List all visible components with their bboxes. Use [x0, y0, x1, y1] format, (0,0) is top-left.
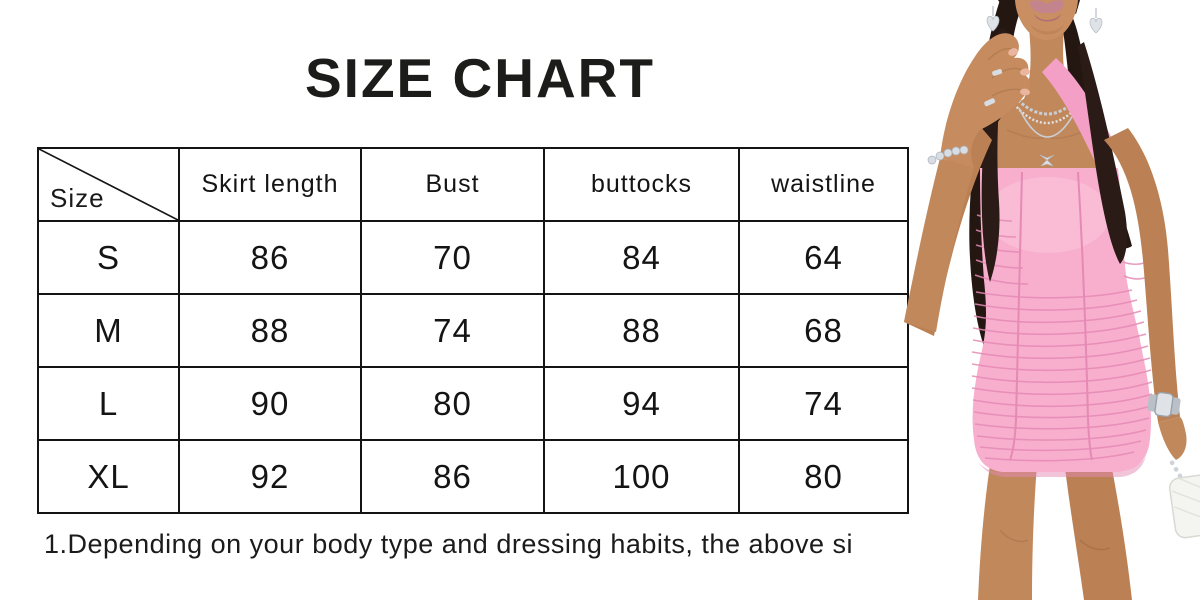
- cell-value: 86: [360, 439, 545, 514]
- product-model-photo: [880, 0, 1200, 600]
- size-label: XL: [37, 439, 180, 514]
- size-label: L: [37, 366, 180, 441]
- diagonal-line: [39, 149, 178, 220]
- cell-value: 100: [543, 439, 740, 514]
- cell-value: 68: [738, 293, 909, 368]
- cell-value: 80: [738, 439, 909, 514]
- cell-value: 74: [360, 293, 545, 368]
- size-label: M: [37, 293, 180, 368]
- cell-value: 90: [178, 366, 362, 441]
- size-label: S: [37, 220, 180, 295]
- cell-value: 74: [738, 366, 909, 441]
- cell-value: 88: [178, 293, 362, 368]
- cell-value: 94: [543, 366, 740, 441]
- header-skirt-length: Skirt length: [178, 147, 362, 222]
- header-buttocks: buttocks: [543, 147, 740, 222]
- cell-value: 80: [360, 366, 545, 441]
- cell-value: 84: [543, 220, 740, 295]
- corner-cell: Size: [37, 147, 180, 222]
- model-illustration: [904, 0, 1200, 600]
- cell-value: 88: [543, 293, 740, 368]
- size-chart-table: Size Skirt length Bust buttocks waistlin…: [37, 147, 909, 514]
- corner-label: Size: [50, 183, 105, 213]
- page-title: SIZE CHART: [305, 47, 655, 109]
- table-row-s: S 86 70 84 64: [37, 220, 909, 295]
- cell-value: 70: [360, 220, 545, 295]
- header-row: Size Skirt length Bust buttocks waistlin…: [37, 147, 909, 222]
- table-row-l: L 90 80 94 74: [37, 366, 909, 441]
- header-waistline: waistline: [738, 147, 909, 222]
- sizing-note: 1.Depending on your body type and dressi…: [44, 529, 854, 559]
- cell-value: 92: [178, 439, 362, 514]
- table-row-xl: XL 92 86 100 80: [37, 439, 909, 514]
- header-bust: Bust: [360, 147, 545, 222]
- cell-value: 64: [738, 220, 909, 295]
- table-row-m: M 88 74 88 68: [37, 293, 909, 368]
- cell-value: 86: [178, 220, 362, 295]
